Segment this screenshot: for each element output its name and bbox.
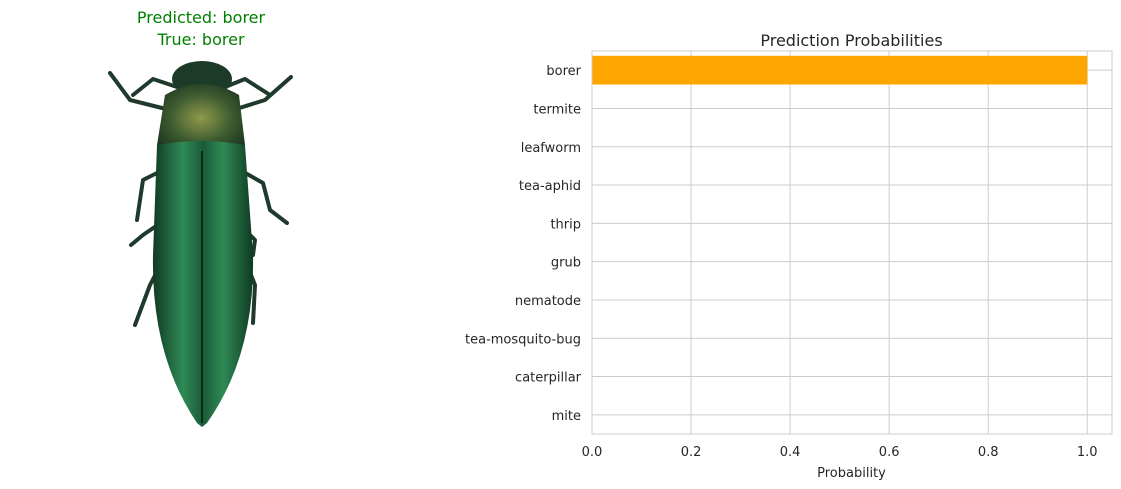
y-tick-label: mite (552, 409, 581, 424)
x-axis-label: Probability (817, 466, 886, 481)
y-tick-label: leafworm (521, 141, 581, 156)
y-tick-label: termite (533, 102, 581, 117)
x-tick-label: 0.8 (978, 445, 999, 460)
x-tick-label: 0.2 (681, 445, 702, 460)
predicted-label: Predicted: borer (136, 8, 266, 27)
chart-title: Prediction Probabilities (760, 31, 942, 50)
y-tick-label: caterpillar (515, 371, 582, 386)
y-tick-label: tea-aphid (519, 179, 581, 194)
y-tick-label: nematode (515, 294, 581, 309)
grid-lines (591, 51, 1112, 434)
x-tick-label: 0.6 (879, 445, 900, 460)
x-tick-labels: 0.0 0.2 0.4 0.6 0.8 1.0 (582, 445, 1098, 460)
y-tick-label: tea-mosquito-bug (465, 332, 581, 347)
true-label: True: borer (157, 30, 245, 49)
y-tick-label: grub (551, 256, 581, 271)
x-tick-label: 1.0 (1077, 445, 1098, 460)
axes-frame (591, 50, 1113, 435)
y-tick-label: borer (546, 64, 581, 79)
beetle-image (108, 61, 293, 427)
y-tick-labels: mite caterpillar tea-mosquito-bug nematode g… (465, 64, 582, 424)
bars (592, 55, 1088, 85)
bar-borer (592, 55, 1088, 85)
x-tick-label: 0.0 (582, 445, 603, 460)
y-tick-label: thrip (550, 217, 581, 232)
x-tick-label: 0.4 (780, 445, 801, 460)
